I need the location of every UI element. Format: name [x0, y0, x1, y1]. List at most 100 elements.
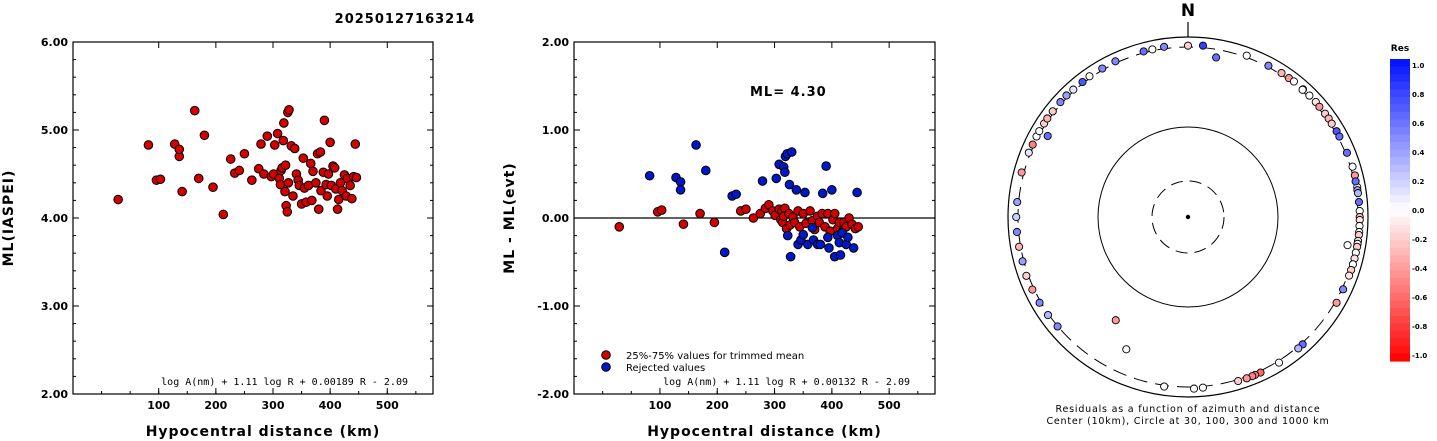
station-point — [1017, 168, 1026, 177]
plot-frame — [72, 41, 434, 395]
station-point — [1122, 345, 1131, 354]
station-point — [1013, 198, 1022, 207]
station-point — [1062, 91, 1071, 100]
colorbar-segment — [1390, 308, 1410, 317]
station-point — [1343, 241, 1352, 250]
station-point — [1212, 53, 1221, 62]
station-point — [1274, 358, 1284, 367]
colorbar-segment — [1390, 225, 1410, 234]
data-point — [757, 176, 768, 186]
x-tick-label: 500 — [376, 399, 399, 412]
station-point — [1332, 298, 1341, 307]
data-point — [771, 173, 782, 184]
data-point — [189, 105, 200, 116]
x-axis-label: Hypocentral distance (km) — [647, 424, 882, 440]
station-point — [1043, 114, 1052, 123]
data-point — [843, 232, 853, 243]
data-point — [319, 115, 330, 126]
colorbar-segment — [1390, 255, 1410, 264]
formula-text: log A(nm) + 1.11 log R + 0.00132 R - 2.0… — [663, 377, 910, 388]
data-point — [208, 182, 218, 192]
data-point — [311, 178, 321, 188]
station-point — [1342, 148, 1351, 157]
station-point — [1085, 72, 1094, 81]
colorbar-segment — [1390, 353, 1410, 362]
data-point — [256, 139, 266, 149]
colorbar-segment — [1390, 277, 1410, 287]
x-tick-label: 200 — [706, 399, 729, 412]
colorbar-title: Res — [1391, 44, 1409, 54]
data-point — [288, 191, 298, 201]
station-point — [1351, 177, 1360, 186]
colorbar-segment — [1390, 149, 1410, 158]
data-point — [853, 222, 864, 232]
legend-label: 25%-75% values for trimmed mean — [626, 351, 804, 362]
data-point — [675, 177, 686, 187]
y-axis-label: ML - ML(evt) — [502, 162, 518, 273]
data-point — [279, 118, 289, 128]
x-tick-label: 500 — [878, 399, 901, 412]
data-point — [193, 173, 204, 184]
station-point — [1242, 374, 1251, 383]
colorbar-tick-label: 0.2 — [1412, 178, 1425, 186]
station-point — [1354, 197, 1363, 207]
colorbar-segment — [1390, 240, 1410, 249]
colorbar-segment — [1390, 126, 1410, 136]
station-point — [1189, 384, 1199, 393]
data-point — [700, 165, 711, 176]
data-point — [829, 208, 840, 219]
x-tick-label: 400 — [820, 399, 843, 412]
colorbar-segment — [1390, 194, 1410, 204]
circle-100km — [1097, 126, 1279, 308]
y-tick-label: 4.00 — [41, 212, 68, 225]
station-point — [1098, 64, 1107, 73]
data-point — [313, 204, 324, 214]
data-point — [675, 185, 686, 195]
data-point — [316, 185, 326, 196]
colorbar-segment — [1390, 293, 1410, 302]
station-point — [1298, 85, 1307, 94]
data-point — [280, 186, 290, 197]
station-point — [1078, 77, 1087, 87]
data-point — [807, 222, 818, 233]
station-point — [1294, 344, 1303, 353]
x-tick-label: 400 — [319, 399, 342, 412]
data-point — [325, 137, 335, 148]
data-point — [821, 161, 831, 171]
station-point — [1139, 47, 1148, 56]
station-point — [1353, 189, 1363, 198]
data-point — [262, 131, 273, 141]
station-point — [1264, 61, 1273, 70]
colorbar-segment — [1390, 232, 1410, 241]
station-point — [1335, 132, 1344, 141]
data-point — [805, 206, 815, 216]
y-tick-label: -2.00 — [537, 388, 569, 401]
data-point — [800, 187, 810, 198]
legend-marker — [601, 362, 611, 372]
station-point — [1345, 271, 1354, 280]
data-point — [350, 139, 361, 149]
station-point — [1111, 316, 1120, 325]
ml-iaspei-panel: 100 200 300 400 500 2.00 3.00 4.00 5.00 6.00 Hypoc… — [1, 36, 434, 440]
station-point — [1160, 382, 1169, 391]
station-point — [1053, 322, 1062, 331]
data-point — [289, 143, 300, 154]
station-point — [1234, 376, 1243, 386]
data-point — [656, 205, 667, 215]
station-point — [1242, 51, 1251, 60]
station-point — [1339, 285, 1348, 294]
data-point — [329, 163, 340, 173]
colorbar-segment — [1390, 202, 1410, 211]
y-tick-label: 1.00 — [542, 124, 569, 137]
colorbar-segment — [1390, 270, 1410, 279]
x-tick-label: 200 — [204, 399, 227, 412]
data-point — [315, 147, 326, 157]
data-point — [719, 247, 730, 258]
station-point — [1015, 242, 1024, 251]
station-point — [1069, 85, 1078, 94]
colorbar-segment — [1390, 164, 1410, 173]
data-point — [848, 243, 859, 253]
station-point — [1035, 298, 1044, 307]
data-point — [247, 175, 257, 185]
